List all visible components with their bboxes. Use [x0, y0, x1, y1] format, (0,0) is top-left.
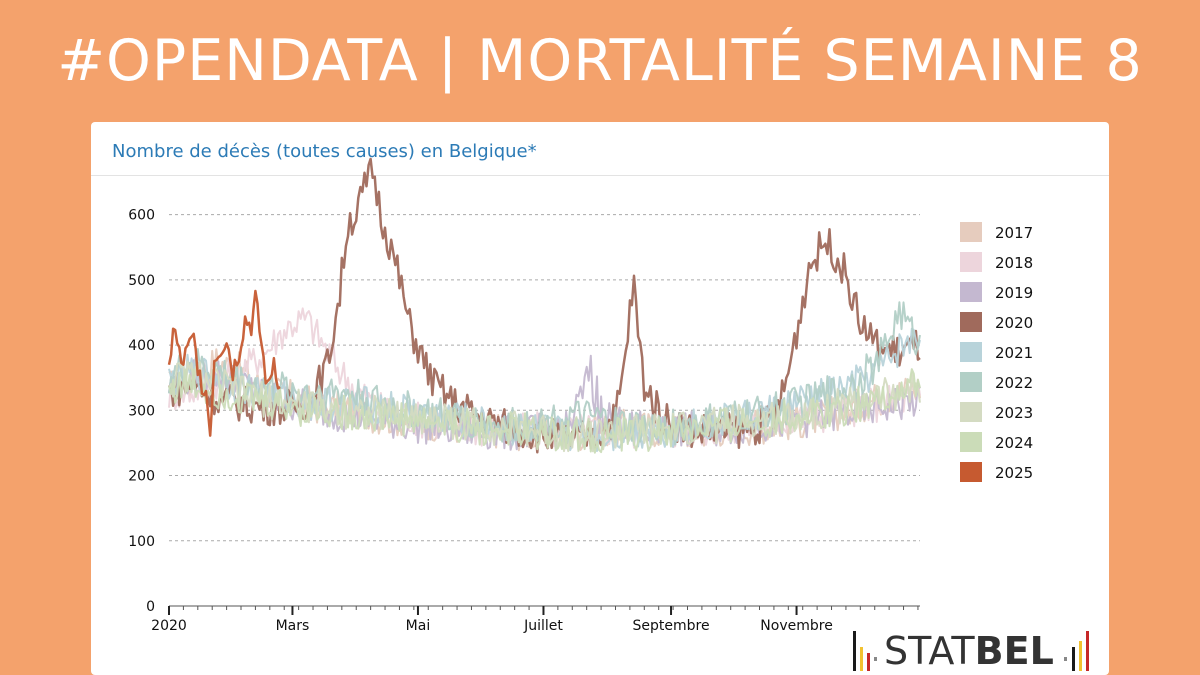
legend-label-2023[interactable]: 2023 — [995, 404, 1033, 422]
y-tick-label: 0 — [146, 599, 155, 615]
x-tick-label: 2020 — [151, 618, 187, 634]
logo-bars-left-icon — [853, 631, 877, 671]
legend-swatch-2020 — [960, 312, 982, 332]
y-tick-label: 100 — [128, 534, 155, 550]
legend-swatch-2025 — [960, 462, 982, 482]
legend-label-2017[interactable]: 2017 — [995, 224, 1033, 242]
series-line-2025 — [167, 289, 281, 437]
statbel-logo: STATBEL — [850, 627, 1100, 673]
series-lines — [167, 157, 921, 454]
x-tick-label: Novembre — [760, 618, 833, 634]
legend-label-2020[interactable]: 2020 — [995, 314, 1033, 332]
x-tick-label: Septembre — [632, 618, 709, 634]
chart-card: Nombre de décès (toutes causes) en Belgi… — [91, 122, 1109, 675]
y-tick-label: 500 — [128, 273, 155, 289]
legend: 2017 2018 2019 2020 2021 2022 2023 2024 2025 — [960, 222, 1033, 482]
x-tick-label: Mars — [276, 618, 310, 634]
line-chart: 0 100 200 300 400 500 600 2020 Mars Mai Juillet Se… — [128, 157, 1033, 634]
legend-label-2019[interactable]: 2019 — [995, 284, 1033, 302]
legend-swatch-2017 — [960, 222, 982, 242]
page-headline: #OPENDATA | MORTALITÉ SEMAINE 8 — [57, 28, 1143, 94]
logo-wordmark: STATBEL — [884, 629, 1054, 673]
legend-swatch-2023 — [960, 402, 982, 422]
legend-swatch-2024 — [960, 432, 982, 452]
legend-swatch-2019 — [960, 282, 982, 302]
x-tick-label: Mai — [406, 618, 431, 634]
series-line-2024 — [168, 368, 921, 454]
logo-bars-right-icon — [1064, 631, 1089, 671]
y-tick-label: 600 — [128, 208, 155, 224]
legend-label-2018[interactable]: 2018 — [995, 254, 1033, 272]
x-axis: 2020 Mars Mai Juillet Septembre Novembre — [151, 606, 919, 634]
legend-label-2024[interactable]: 2024 — [995, 434, 1033, 452]
legend-swatch-2018 — [960, 252, 982, 272]
y-tick-label: 200 — [128, 469, 155, 485]
legend-label-2021[interactable]: 2021 — [995, 344, 1033, 362]
y-tick-label: 400 — [128, 338, 155, 354]
legend-label-2025[interactable]: 2025 — [995, 464, 1033, 482]
legend-swatch-2021 — [960, 342, 982, 362]
chart-title: Nombre de décès (toutes causes) en Belgi… — [112, 141, 537, 162]
title-divider — [91, 175, 1109, 176]
legend-label-2022[interactable]: 2022 — [995, 374, 1033, 392]
grid-lines: 0 100 200 300 400 500 600 — [128, 208, 920, 615]
x-tick-label: Juillet — [523, 618, 563, 634]
y-tick-label: 300 — [128, 403, 155, 419]
legend-swatch-2022 — [960, 372, 982, 392]
